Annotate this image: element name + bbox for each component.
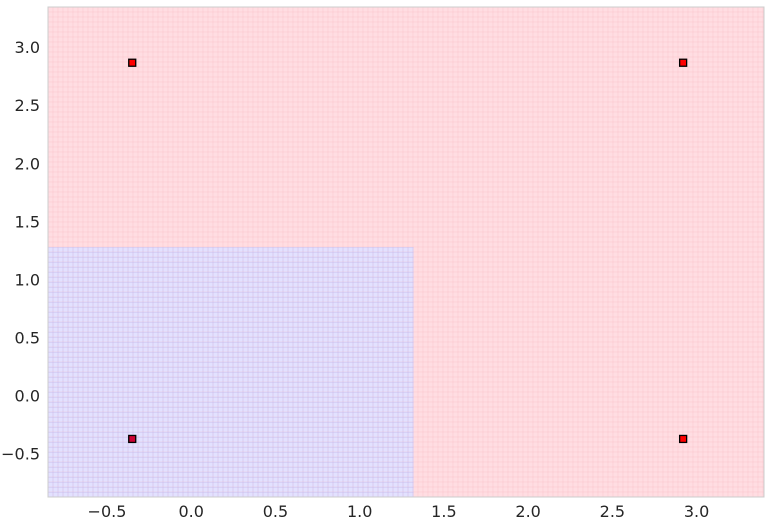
y-tick-label: 1.0 <box>15 270 40 289</box>
y-axis-ticks: −0.5 0.0 0.5 1.0 1.5 2.0 2.5 3.0 <box>1 38 40 463</box>
plot-frame <box>47 6 765 498</box>
region-grid <box>47 6 764 498</box>
y-tick-label: 3.0 <box>15 38 40 57</box>
x-tick-label: 2.5 <box>600 502 625 521</box>
x-tick-label: 1.0 <box>347 502 372 521</box>
x-axis-ticks: −0.5 0.0 0.5 1.0 1.5 2.0 2.5 3.0 <box>88 502 710 521</box>
y-tick-label: −0.5 <box>1 445 40 464</box>
x-tick-label: 0.0 <box>178 502 203 521</box>
y-tick-label: 0.0 <box>15 386 40 405</box>
data-point-3 <box>128 434 137 444</box>
y-tick-label: 2.5 <box>15 96 40 115</box>
data-point-2 <box>678 58 688 67</box>
x-tick-label: 1.5 <box>431 502 456 521</box>
x-tick-label: 0.5 <box>263 502 288 521</box>
x-tick-label: 2.0 <box>515 502 540 521</box>
x-tick-label: 3.0 <box>684 502 709 521</box>
data-point-1 <box>128 58 137 67</box>
data-points <box>128 58 688 444</box>
y-tick-label: 2.0 <box>15 154 40 173</box>
y-tick-label: 0.5 <box>15 328 40 347</box>
data-point-4 <box>678 434 688 444</box>
y-tick-label: 1.5 <box>15 212 40 231</box>
x-tick-label: −0.5 <box>88 502 127 521</box>
